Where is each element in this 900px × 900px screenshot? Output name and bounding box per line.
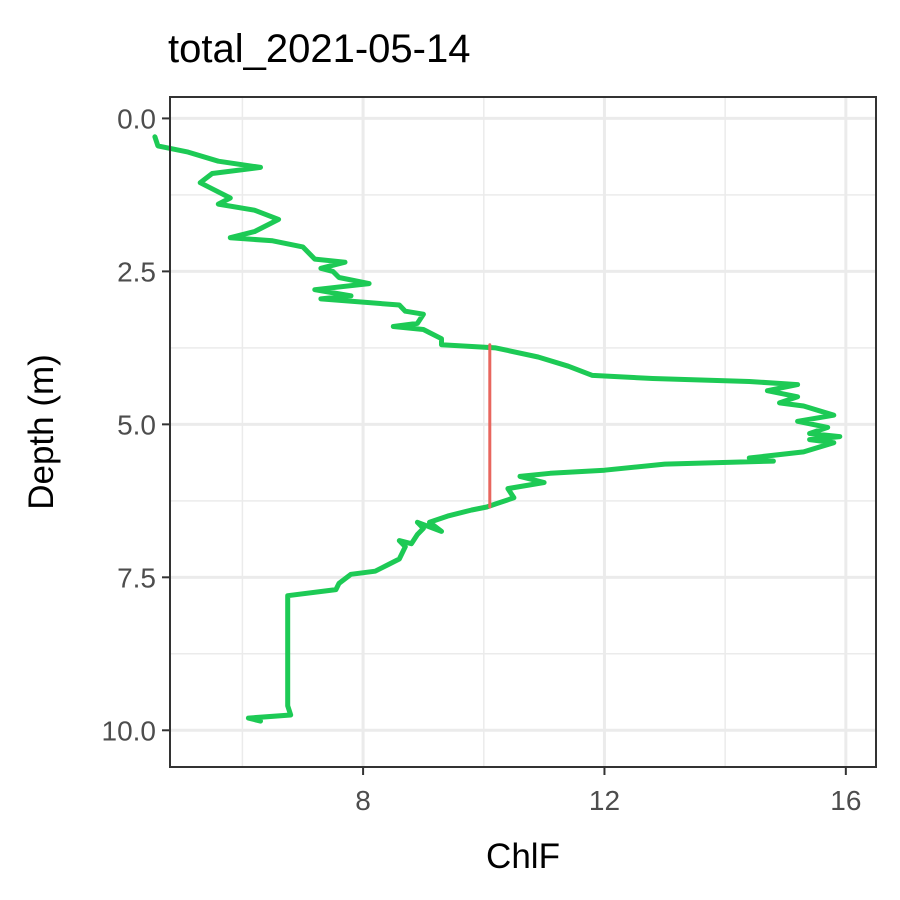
x-tick-label-2: 16: [830, 785, 861, 816]
series-line-0: [152, 134, 843, 724]
y-tick-label-3: 7.5: [117, 562, 156, 593]
grid-layer: [170, 97, 876, 767]
y-axis-title: Depth (m): [22, 354, 61, 510]
x-tick-label-0: 8: [355, 785, 371, 816]
panel-border: [169, 96, 877, 768]
x-axis-title: ChlF: [486, 837, 560, 876]
chart-title: total_2021-05-14: [168, 27, 470, 71]
x-tick-label-1: 12: [589, 785, 620, 816]
y-tick-label-0: 0.0: [117, 103, 156, 134]
y-tick-label-1: 2.5: [117, 256, 156, 287]
y-tick-label-4: 10.0: [102, 715, 157, 746]
y-tick-label-2: 5.0: [117, 409, 156, 440]
series-layer: [152, 134, 843, 724]
axis-layer: 8 12 16 0.0 2.5 5.0 7.5 10.0: [102, 103, 862, 816]
